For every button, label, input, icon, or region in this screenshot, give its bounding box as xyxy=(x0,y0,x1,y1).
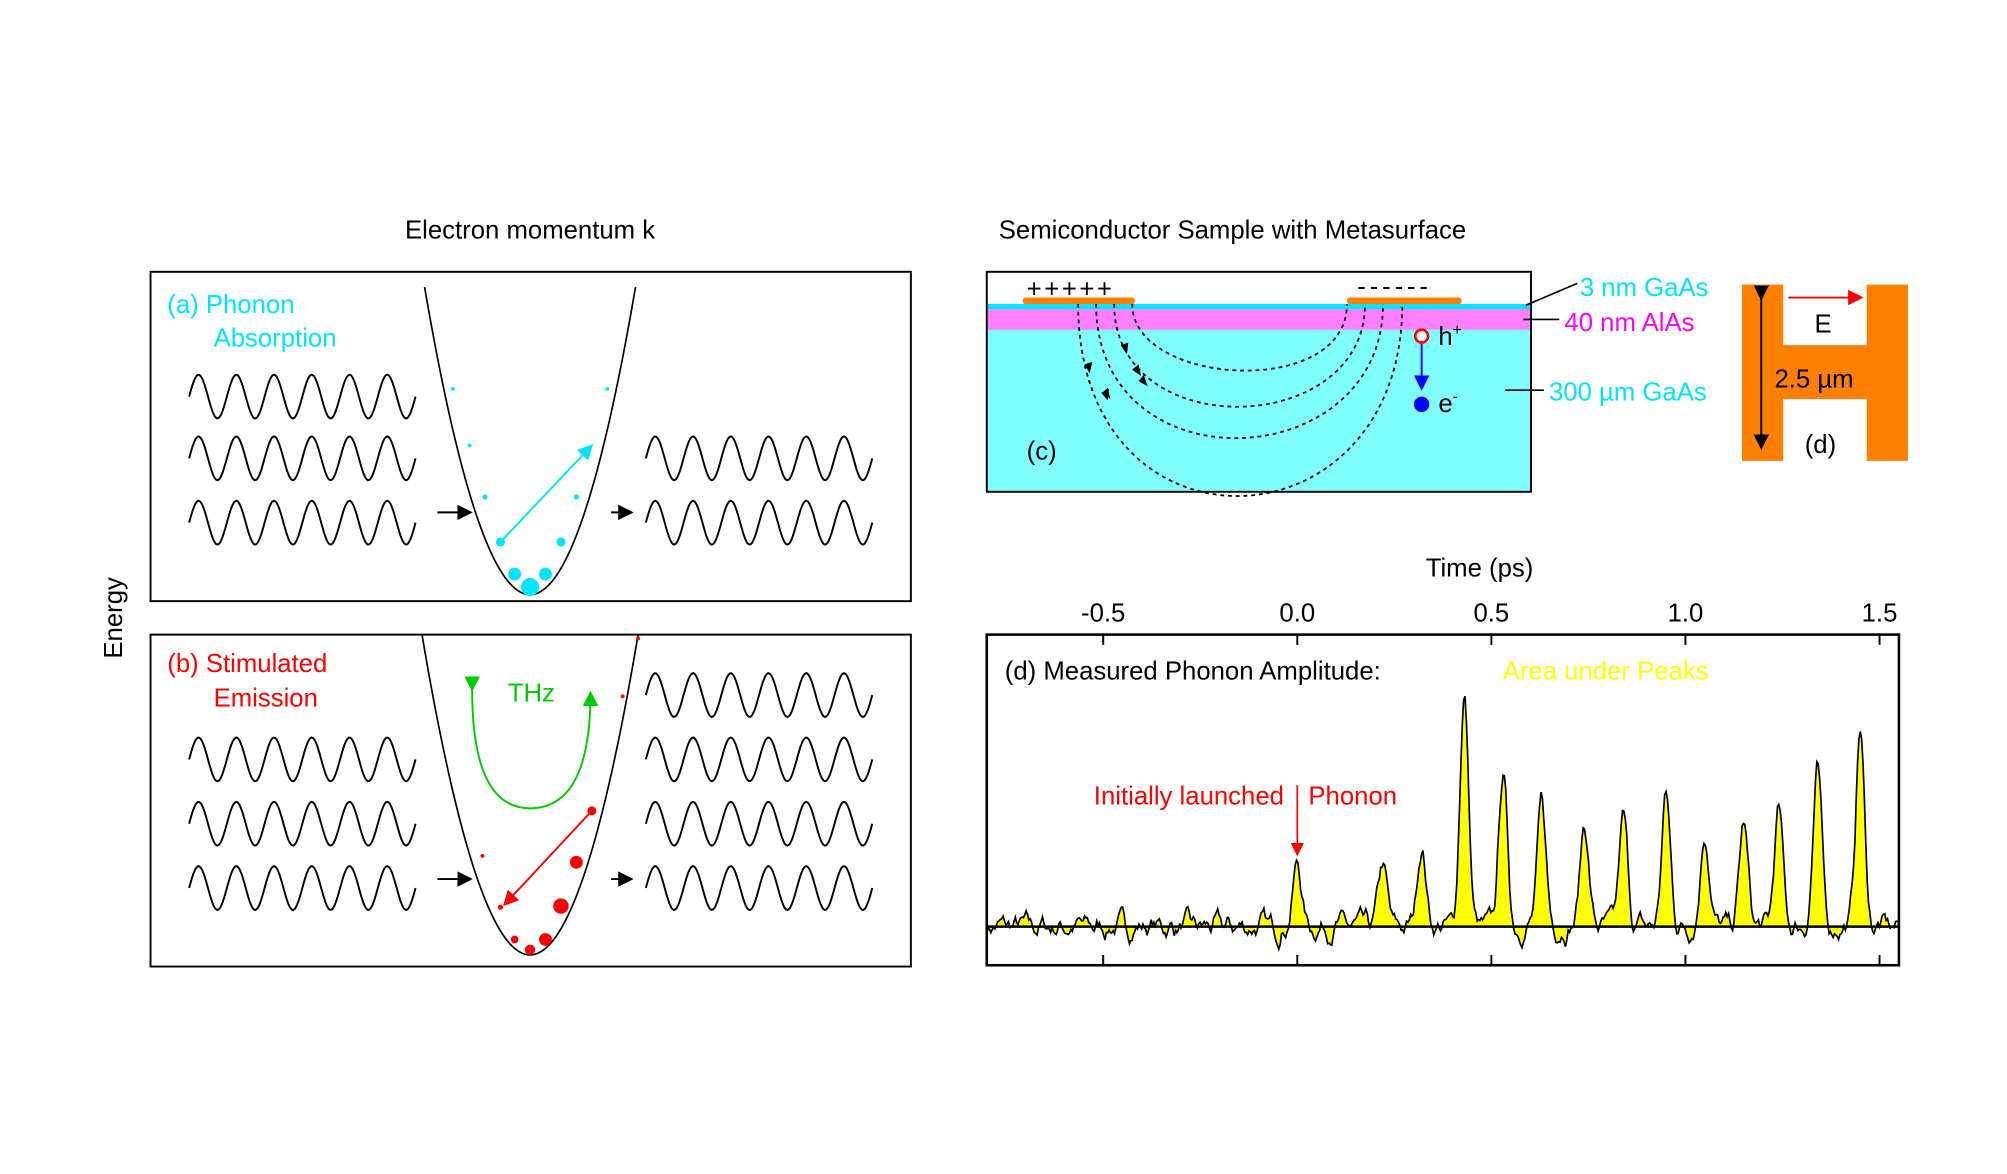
panel-d-label: (d) xyxy=(1805,431,1836,459)
electron-dot xyxy=(573,494,579,500)
phonon-wave xyxy=(188,865,417,911)
phonon-wave xyxy=(644,865,874,911)
thz-label: THz xyxy=(508,680,555,708)
hole-label: h+ xyxy=(1438,322,1461,351)
chart-title: (d) Measured Phonon Amplitude: xyxy=(1005,658,1381,686)
panel-b: (b) Stimulated Emission THz xyxy=(149,633,912,968)
electron-dot xyxy=(539,933,552,946)
x-tick-label: 0.5 xyxy=(1473,600,1509,628)
electron-dot xyxy=(524,944,536,955)
phonon-wave xyxy=(644,800,874,847)
phonon-wave xyxy=(188,499,417,546)
electron-dot xyxy=(605,386,610,391)
legend-area-under-peaks: Area under Peaks xyxy=(1503,658,1709,686)
electron-dot xyxy=(539,567,552,581)
hole-icon xyxy=(1413,328,1430,344)
amplitude-trace xyxy=(985,695,1899,952)
electron-dot xyxy=(587,806,597,816)
x-tick-label: 1.0 xyxy=(1668,600,1704,628)
electron-dot xyxy=(620,694,625,699)
panel-a: (a) Phonon Absorption xyxy=(149,270,912,603)
leader-line xyxy=(1525,282,1578,307)
alas-layer xyxy=(986,309,1531,330)
phonon-amplitude-chart: Time (ps) -0.5 0.0 0.5 1.0 1.5 (d) Measured … xyxy=(985,555,1901,967)
chart-frame xyxy=(985,633,1901,967)
absorption-arrow xyxy=(499,444,594,543)
layer-label-gaas-cap: 3 nm GaAs xyxy=(1580,274,1709,302)
electrode-negative xyxy=(1347,297,1462,304)
metasurface-element: E 2.5 µm (d) xyxy=(1741,284,1908,461)
layer-label-substrate: 300 µm GaAs xyxy=(1549,378,1707,406)
electron-dots xyxy=(450,386,610,597)
electron-dot xyxy=(521,577,540,597)
annotation-right: Phonon xyxy=(1308,782,1397,810)
x-tick-label: 1.5 xyxy=(1862,600,1898,628)
panel-c-label: (c) xyxy=(1027,438,1057,466)
emission-arrow xyxy=(503,810,593,907)
plus-charges: +++++ xyxy=(1027,276,1115,304)
electron-dot xyxy=(467,443,472,448)
phonon-wave xyxy=(188,435,417,482)
electron-dots xyxy=(480,636,641,955)
x-tick-label: -0.5 xyxy=(1081,600,1125,628)
electron-dot xyxy=(450,386,455,391)
sample-diagram: +++++ ------ h+ e- (c) 3 nm GaAs 40 nm A… xyxy=(985,270,1709,497)
electron-dot xyxy=(636,636,641,641)
electron-dot xyxy=(508,567,522,581)
panel-b-frame xyxy=(149,633,912,968)
left-title: Electron momentum k xyxy=(405,216,655,244)
thz-emission-curve xyxy=(464,676,599,810)
gaas-cap-layer xyxy=(986,303,1531,310)
field-label: E xyxy=(1814,310,1831,338)
sample-title: Semiconductor Sample with Metasurface xyxy=(999,216,1466,244)
phonon-wave xyxy=(188,800,417,847)
panel-b-label-2: Emission xyxy=(214,685,318,713)
electron-label: e- xyxy=(1438,389,1457,418)
field-lines xyxy=(1077,303,1404,497)
annotation-left: Initially launched xyxy=(1094,782,1284,810)
size-label: 2.5 µm xyxy=(1774,366,1853,394)
h-resonator xyxy=(1741,284,1908,461)
electron-dot xyxy=(553,898,569,914)
phonon-wave xyxy=(644,435,874,482)
electron-dot xyxy=(495,537,505,547)
electron-dot xyxy=(480,853,485,858)
phonon-wave xyxy=(188,736,417,783)
electron-dot xyxy=(556,537,566,547)
phonon-wave xyxy=(644,672,874,718)
sample-frame xyxy=(985,270,1532,493)
band-parabola xyxy=(423,286,637,596)
electron-icon xyxy=(1413,396,1430,413)
electron-dot xyxy=(510,935,519,944)
panel-a-label: (a) Phonon xyxy=(167,291,294,319)
x-axis: -0.5 0.0 0.5 1.0 1.5 xyxy=(1081,600,1897,966)
phonon-waves xyxy=(188,672,874,911)
x-axis-title: Time (ps) xyxy=(1426,555,1534,583)
panel-b-label: (b) Stimulated xyxy=(167,650,327,678)
energy-axis-label: Energy xyxy=(100,577,128,659)
electron-dot xyxy=(569,855,583,869)
x-tick-label: 0.0 xyxy=(1279,600,1315,628)
phonon-waves xyxy=(188,373,874,546)
electron-dot xyxy=(482,494,488,500)
electron-dot xyxy=(497,904,504,910)
field-arrowheads xyxy=(1084,342,1148,401)
phonon-wave xyxy=(644,736,874,783)
panel-a-label-2: Absorption xyxy=(214,324,337,352)
phonon-wave xyxy=(188,373,417,420)
phonon-wave xyxy=(644,499,874,546)
electrode-positive xyxy=(1022,297,1135,304)
peak-area xyxy=(986,696,1899,950)
panel-a-frame xyxy=(149,270,912,603)
substrate-layer xyxy=(986,309,1531,492)
layer-label-alas: 40 nm AlAs xyxy=(1564,309,1694,337)
minus-charges: ------ xyxy=(1357,273,1432,301)
